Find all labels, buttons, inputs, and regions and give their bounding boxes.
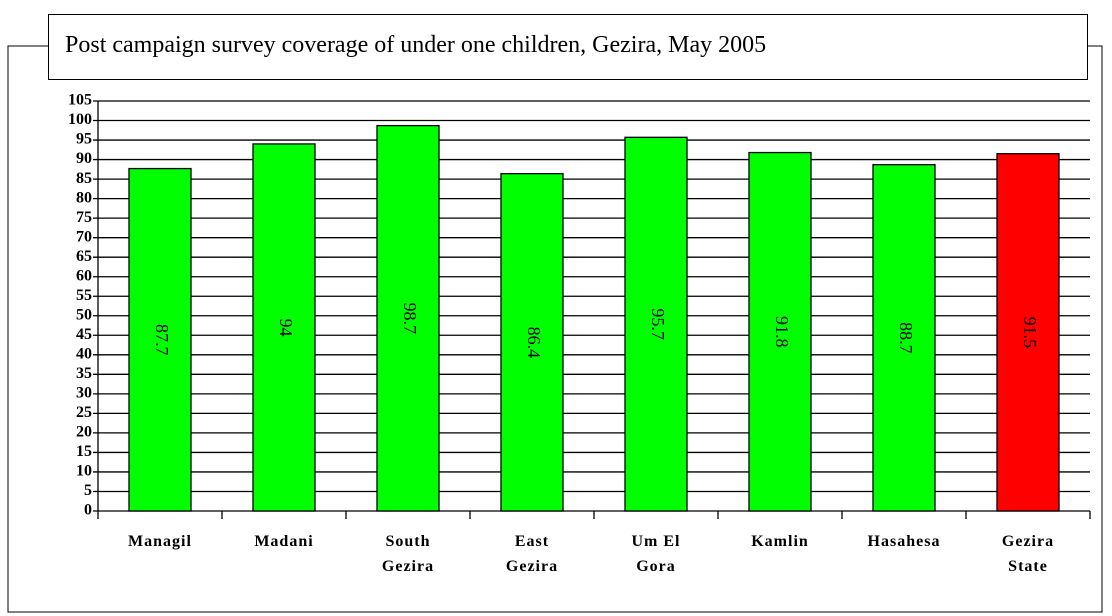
- y-tick-label: 65: [76, 248, 92, 265]
- bar: [252, 143, 316, 512]
- y-tick-label: 30: [76, 385, 92, 402]
- value-label: 98.7: [400, 303, 420, 335]
- bar: [376, 124, 440, 512]
- x-tick-label: Madani: [254, 533, 314, 550]
- value-label: 91.8: [772, 316, 792, 348]
- y-tick-label: 70: [76, 228, 92, 245]
- x-tick-label: East Gezira: [505, 533, 559, 575]
- y-tick-label: 25: [76, 404, 92, 421]
- value-label: 91.5: [1020, 317, 1040, 349]
- x-tick-label: Hasahesa: [867, 533, 941, 550]
- bar: [624, 136, 688, 512]
- y-tick-label: 10: [76, 463, 92, 480]
- x-tick-label: Um El Gora: [631, 533, 681, 575]
- y-tick-label: 90: [76, 150, 92, 167]
- y-tick-label: 15: [76, 443, 92, 460]
- value-label: 95.7: [648, 308, 668, 340]
- value-label: 87.7: [152, 324, 172, 356]
- y-tick-label: 5: [84, 482, 92, 499]
- y-tick-label: 80: [76, 189, 92, 206]
- y-tick-label: 45: [76, 326, 92, 343]
- y-tick-label: 105: [68, 92, 92, 109]
- y-tick-label: 75: [76, 209, 92, 226]
- bar: [748, 151, 812, 512]
- bar: [128, 167, 192, 512]
- value-label: 88.7: [896, 322, 916, 354]
- y-tick-label: 60: [76, 267, 92, 284]
- y-tick-label: 0: [84, 502, 92, 519]
- value-label: 86.4: [524, 327, 544, 359]
- y-tick-label: 85: [76, 170, 92, 187]
- chart-title: Post campaign survey coverage of under o…: [48, 14, 1088, 80]
- bar: [500, 172, 564, 512]
- x-tick-label: South Gezira: [381, 533, 435, 575]
- y-tick-label: 100: [68, 111, 92, 128]
- y-tick-label: 95: [76, 131, 92, 148]
- bar: [872, 163, 936, 512]
- x-tick-label: Kamlin: [751, 533, 809, 550]
- y-tick-label: 50: [76, 306, 92, 323]
- bar: [996, 153, 1060, 512]
- y-tick-label: 55: [76, 287, 92, 304]
- y-tick-label: 20: [76, 424, 92, 441]
- value-label: 94: [276, 318, 296, 336]
- y-tick-label: 40: [76, 345, 92, 362]
- x-tick-label: Managil: [128, 533, 192, 550]
- x-tick-label: Gezira State: [1001, 533, 1055, 575]
- y-tick-label: 35: [76, 365, 92, 382]
